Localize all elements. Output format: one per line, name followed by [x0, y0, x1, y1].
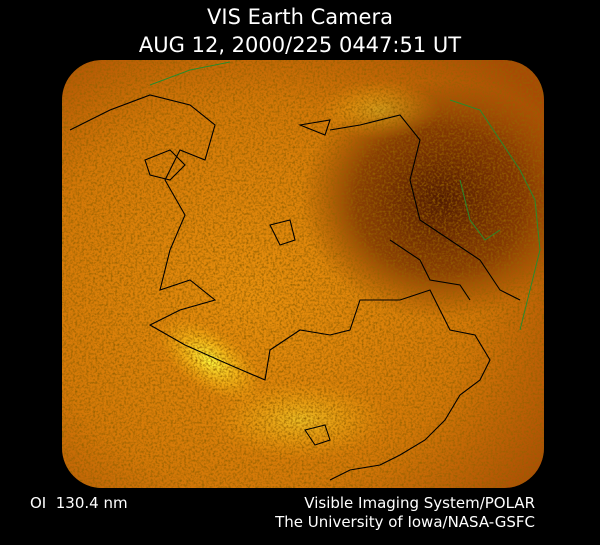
institution-label: The University of Iowa/NASA-GSFC: [274, 513, 535, 531]
earth-image: [62, 60, 544, 488]
timestamp: AUG 12, 2000/225 0447:51 UT: [139, 33, 461, 57]
instrument-label: Visible Imaging System/POLAR: [304, 494, 535, 512]
green-coastlines: [149, 61, 541, 331]
title: VIS Earth Camera: [207, 5, 393, 29]
filter-label: OI 130.4 nm: [30, 494, 128, 512]
coastlines: [69, 94, 521, 481]
